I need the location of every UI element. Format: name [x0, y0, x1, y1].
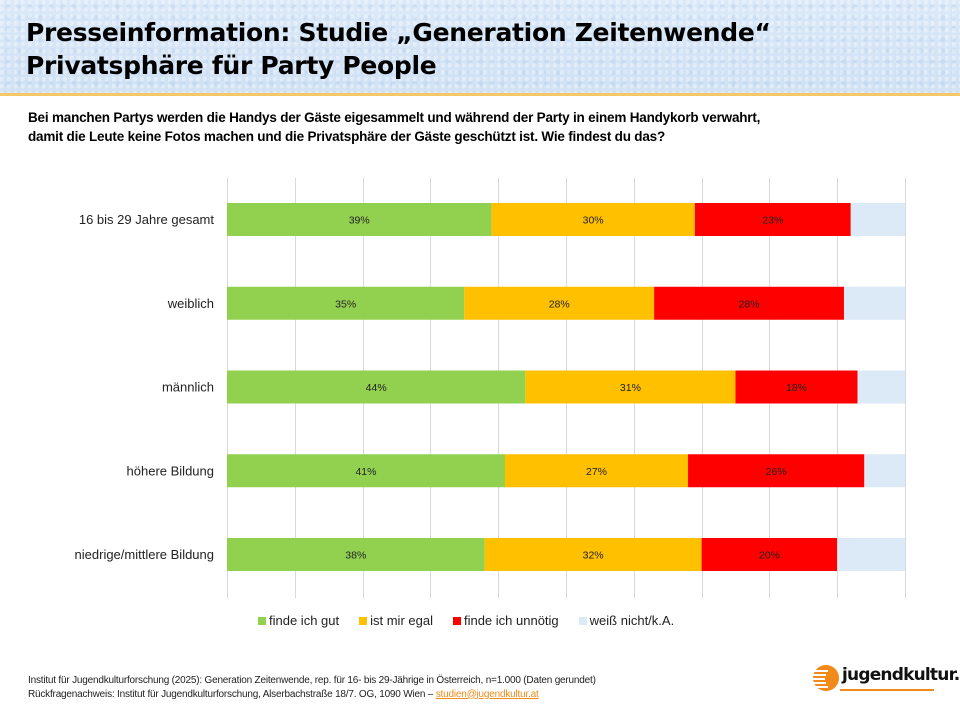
bar-segment-finde-ich-gut	[227, 203, 492, 236]
bar-segment-ist-mir-egal	[525, 370, 736, 404]
legend-item: finde ich gut	[258, 613, 339, 628]
data-label: 18%	[786, 382, 807, 394]
legend-swatch	[578, 616, 587, 625]
jugendkultur-logo: jugendkultur.at	[812, 664, 960, 694]
contact-address: Rückfragenachweis: Institut für Jugendku…	[28, 688, 436, 700]
header-banner	[0, 0, 960, 95]
category-label: niedrige/mittlere Bildung	[75, 547, 214, 562]
bar-segment-finde-ich-unn-tig	[701, 538, 838, 571]
data-label: 31%	[620, 382, 641, 394]
legend-swatch	[258, 616, 266, 625]
bar-segment-ist-mir-egal	[464, 286, 655, 320]
source-citation: Institut für Jugendkulturforschung (2025…	[28, 675, 596, 686]
data-label: 28%	[739, 298, 760, 310]
bar-segment-finde-ich-gut	[227, 286, 465, 320]
contact-line: Rückfragenachweis: Institut für Jugendku…	[28, 688, 596, 702]
sun-logo-icon	[812, 665, 839, 691]
bar-segment-wei-nicht-k-a-	[864, 454, 905, 488]
bar-segment-wei-nicht-k-a-	[843, 286, 905, 320]
data-label: 28%	[549, 298, 570, 310]
bar-segment-finde-ich-unn-tig	[654, 286, 844, 320]
bar-segment-wei-nicht-k-a-	[850, 203, 905, 236]
data-label: 41%	[355, 466, 376, 478]
bar-segment-ist-mir-egal	[484, 538, 702, 571]
page-subtitle: Privatsphäre für Party People	[26, 51, 437, 80]
category-labels: 16 bis 29 Jahre gesamt weiblich männlich hö…	[75, 212, 215, 562]
header-divider	[0, 93, 960, 96]
contact-email-link[interactable]: studien@jugendkultur.at	[435, 688, 539, 700]
bar-segment-ist-mir-egal	[504, 454, 689, 488]
category-label: höhere Bildung	[127, 463, 214, 478]
legend-item: ist mir egal	[359, 613, 433, 628]
bar-segment-finde-ich-gut	[227, 538, 485, 571]
legend-swatch	[359, 616, 368, 625]
data-label: 26%	[766, 466, 787, 478]
data-label: 30%	[583, 215, 604, 227]
bar-segment-finde-ich-unn-tig	[688, 454, 865, 488]
bar-segment-finde-ich-unn-tig	[735, 370, 858, 404]
bars: 39% 30% 23% 35% 28% 28% 44% 31% 18% 41% 27% 26% 38% 3…	[227, 203, 905, 571]
category-label: weiblich	[167, 296, 214, 311]
question-line-1: Bei manchen Partys werden die Handys der…	[28, 110, 761, 125]
data-label: 27%	[586, 466, 607, 478]
category-label: 16 bis 29 Jahre gesamt	[79, 212, 215, 227]
bar-segment-finde-ich-gut	[227, 454, 505, 488]
legend-swatch	[452, 616, 461, 625]
bar-segment-finde-ich-gut	[227, 370, 526, 404]
legend-label: weiß nicht/k.A.	[589, 613, 675, 628]
legend-label: ist mir egal	[370, 613, 433, 628]
data-label: 23%	[762, 215, 783, 227]
chart-legend: finde ich gut ist mir egal finde ich unnöt…	[258, 613, 694, 628]
bar-segment-wei-nicht-k-a-	[857, 370, 905, 404]
legend-item: finde ich unnötig	[452, 613, 559, 628]
legend-item: weiß nicht/k.A.	[578, 613, 675, 628]
data-label: 35%	[335, 298, 356, 310]
data-label: 44%	[366, 382, 387, 394]
legend-label: finde ich unnötig	[463, 613, 559, 628]
logo-text: jugendkultur.at	[842, 665, 960, 685]
bar-segment-ist-mir-egal	[491, 203, 695, 236]
question-line-2: damit die Leute keine Fotos machen und d…	[28, 129, 666, 144]
footer-source: Institut für Jugendkulturforschung (2025…	[28, 674, 596, 701]
category-label: männlich	[162, 380, 214, 395]
legend-label: finde ich gut	[269, 613, 340, 628]
survey-question: Bei manchen Partys werden die Handys der…	[28, 108, 908, 146]
data-label: 39%	[349, 215, 370, 227]
page-title: Presseinformation: Studie „Generation Ze…	[26, 18, 771, 47]
logo-underline	[840, 689, 934, 691]
bar-segment-wei-nicht-k-a-	[837, 538, 905, 571]
data-label: 20%	[759, 550, 780, 562]
bar-segment-finde-ich-unn-tig	[694, 203, 851, 236]
data-label: 38%	[345, 550, 366, 562]
data-label: 32%	[583, 550, 604, 562]
